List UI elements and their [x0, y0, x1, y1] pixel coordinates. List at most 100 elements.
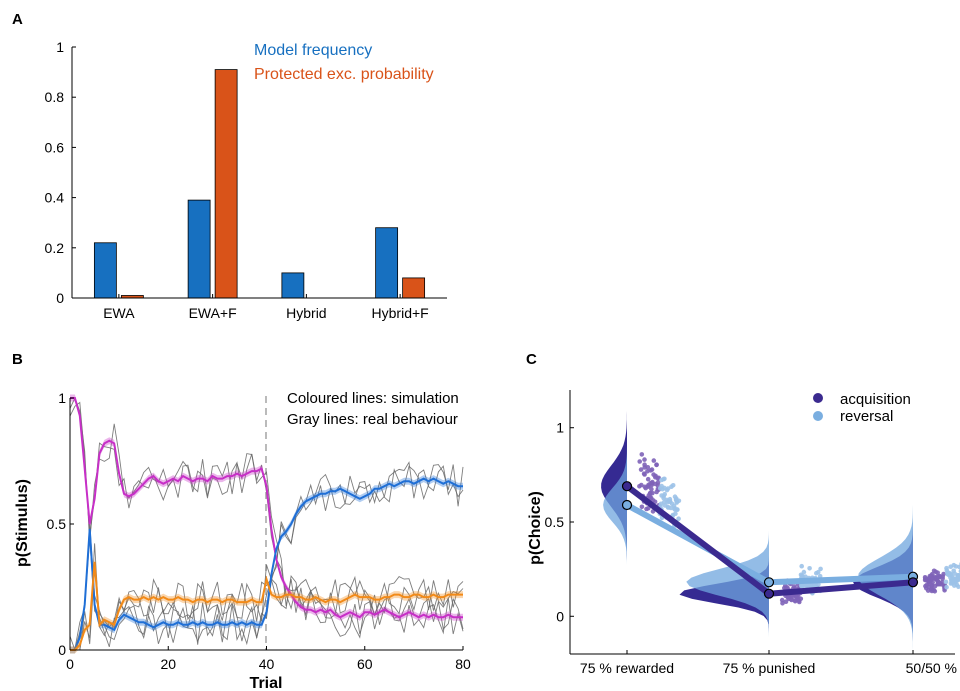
violin-reversal-75-punished [686, 393, 769, 651]
panel-label-a: A [12, 11, 23, 28]
bar-hybrid-f-model-frequency [375, 227, 399, 299]
dot-reversal-75-rewarded [665, 486, 671, 491]
x-tick-label-ewa: EWA [103, 305, 135, 321]
x-tick-label-hybrid-f: Hybrid+F [372, 305, 429, 321]
dot-reversal-75-rewarded [674, 500, 679, 505]
y-tick-label: 0.2 [45, 240, 65, 256]
dot-reversal-75-rewarded [670, 483, 676, 488]
dot-acquisition-75-rewarded [651, 458, 657, 463]
bar-hybrid-f-protected-exc-probability [402, 277, 426, 299]
dot-acquisition-75-rewarded [653, 481, 658, 487]
dot-reversal-75-rewarded [665, 505, 671, 510]
dot-reversal-50-50 [956, 573, 960, 578]
dot-reversal-50-50 [944, 584, 949, 590]
dot-acquisition-75-punished [783, 599, 789, 604]
gray-behaviour-line [69, 464, 464, 652]
panel-b-ylabel: p(Stimulus) [14, 479, 31, 567]
x-tick-label-75-rewarded: 75 % rewarded [580, 660, 674, 676]
x-tick-label-40: 40 [259, 656, 275, 672]
dot-acquisition-75-rewarded [642, 457, 647, 462]
panel-c: 0 0.5 1 75 % rewarded 75 % punished 50/50 % a… [527, 390, 960, 676]
dot-reversal-50-50 [948, 571, 954, 577]
dot-acquisition-75-rewarded [642, 472, 647, 477]
panel-a-bars [93, 69, 426, 299]
mean-marker-reversal-75-punished [763, 577, 775, 588]
dot-reversal-75-rewarded [659, 493, 664, 498]
dot-acquisition-75-rewarded [645, 465, 651, 470]
dot-acquisition-75-rewarded [646, 506, 651, 511]
y-tick-label: 0.4 [45, 190, 65, 206]
panel-c-ylabel: p(Choice) [527, 491, 544, 565]
dot-acquisition-75-rewarded [637, 459, 642, 464]
violin-reversal-50-50 [857, 393, 913, 651]
dot-acquisition-50-50 [936, 579, 942, 585]
x-tick-label-20: 20 [160, 656, 176, 672]
dot-reversal-50-50 [944, 568, 950, 573]
dot-acquisition-75-rewarded [654, 462, 659, 468]
panel-b: 0 20 40 60 80 0 0.5 1 Coloured lines: simulatio… [14, 390, 471, 691]
panel-label-b: B [12, 351, 23, 368]
dot-acquisition-75-rewarded [645, 476, 651, 482]
dot-acquisition-50-50 [931, 568, 937, 574]
panel-a-axes: EWA EWA+F Hybrid Hybrid+F 0 0.2 0.4 0.6 0.8 1 [45, 39, 447, 321]
x-tick-label-ewa-f: EWA+F [189, 305, 237, 321]
dot-acquisition-50-50 [929, 588, 935, 594]
dot-acquisition-75-rewarded [654, 489, 659, 495]
panel-b-sim-lines [70, 394, 463, 654]
x-tick-label-50-50: 50/50 % [906, 660, 957, 676]
gray-behaviour-line [70, 564, 464, 651]
dot-acquisition-75-rewarded [642, 484, 648, 490]
dot-reversal-75-rewarded [667, 498, 673, 504]
dot-acquisition-75-rewarded [649, 481, 655, 486]
panel-label-c: C [526, 351, 537, 368]
violin-acquisition-75-rewarded [601, 393, 627, 651]
dot-acquisition-75-punished [794, 593, 799, 599]
dot-acquisition-50-50 [923, 583, 928, 589]
panel-b-axes: 0 20 40 60 80 0 0.5 1 [47, 390, 471, 672]
dot-acquisition-75-rewarded [648, 490, 653, 496]
dot-acquisition-75-punished [792, 598, 798, 604]
dot-reversal-75-punished [818, 566, 823, 572]
mean-marker-acquisition-50-50 [907, 577, 919, 588]
dot-acquisition-75-rewarded [653, 475, 658, 480]
bar-ewa-f-protected-exc-probability [214, 69, 238, 299]
y-tick-label: 0 [58, 642, 66, 658]
dot-reversal-75-punished [807, 566, 812, 571]
mean-marker-acquisition-75-rewarded [621, 481, 633, 492]
dot-reversal-75-rewarded [674, 507, 680, 512]
x-tick-label-80: 80 [455, 656, 471, 672]
x-tick-label-hybrid: Hybrid [286, 305, 326, 321]
dot-acquisition-75-rewarded [642, 462, 647, 468]
y-tick-label: 0.5 [47, 516, 67, 532]
panel-a: EWA EWA+F Hybrid Hybrid+F 0 0.2 0.4 0.6 0.8 1 Mod… [45, 39, 447, 321]
dot-reversal-75-rewarded [676, 516, 681, 521]
dot-acquisition-50-50 [927, 573, 933, 579]
legend-reversal: reversal [840, 408, 893, 425]
dot-acquisition-75-rewarded [649, 486, 654, 492]
y-tick-label: 1 [56, 39, 64, 55]
y-tick-label: 1 [58, 390, 66, 406]
dot-reversal-50-50 [951, 562, 957, 568]
dot-reversal-75-rewarded [659, 483, 664, 489]
sim-line-2 [70, 561, 463, 651]
dot-reversal-75-punished [799, 563, 804, 569]
bar-ewa-f-model-frequency [187, 199, 211, 299]
panel-b-xlabel: Trial [250, 675, 283, 691]
dot-reversal-50-50 [948, 578, 954, 583]
panel-c-lines [621, 481, 919, 599]
panel-c-axes: 0 0.5 1 75 % rewarded 75 % punished 50/50 % [545, 390, 957, 676]
dot-reversal-50-50 [955, 578, 960, 583]
dot-acquisition-75-rewarded [639, 504, 645, 510]
x-tick-label-75-punished: 75 % punished [723, 660, 816, 676]
dot-acquisition-75-rewarded [645, 469, 650, 474]
sim-line-0 [70, 397, 463, 619]
gray-behaviour-line [70, 543, 464, 651]
dot-acquisition-75-punished [782, 585, 787, 591]
y-tick-label: 0 [56, 290, 64, 306]
dot-acquisition-50-50 [932, 583, 938, 589]
dot-acquisition-75-rewarded [648, 495, 653, 501]
y-tick-label: 0 [556, 608, 564, 624]
bar-hybrid-model-frequency [281, 272, 305, 299]
dot-acquisition-50-50 [928, 578, 934, 583]
